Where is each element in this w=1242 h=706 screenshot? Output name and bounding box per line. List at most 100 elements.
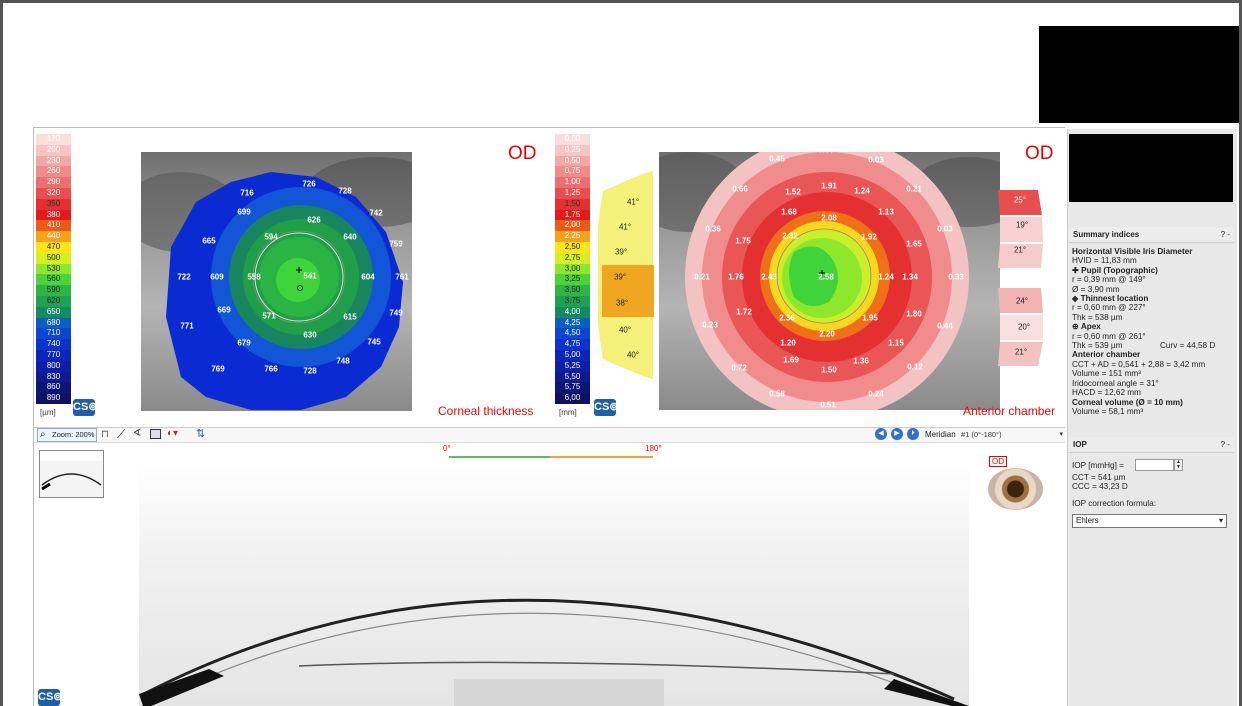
angle-tool-icon[interactable]: ∢: [133, 428, 142, 439]
eye-orientation-icon[interactable]: [988, 468, 1043, 510]
angle-value: 19°: [1015, 220, 1029, 230]
map-value: 771: [180, 321, 194, 331]
scale-cell: 410: [36, 220, 71, 232]
iop-stepper[interactable]: ▲ ▼: [1174, 459, 1183, 471]
scale-cell: 4,00: [555, 306, 590, 318]
right-black-area: [1069, 134, 1233, 202]
thickness-map-panel: [141, 152, 412, 411]
angle-value: 40°: [626, 350, 640, 360]
meridian-bar-green: [449, 456, 550, 458]
map-value: 594: [264, 232, 278, 242]
scale-cell: 0,50: [555, 155, 590, 167]
map-value: 604: [361, 272, 375, 282]
toolbar: [34, 427, 1065, 443]
map-value: 626: [307, 215, 321, 225]
scale-cell: 4,25: [555, 317, 590, 329]
chamber-map-label: Anterior chamber: [963, 404, 1056, 418]
chamber-scale-unit: [mm]: [559, 408, 577, 417]
cross-icon: ✚: [1072, 265, 1082, 275]
cso-logo-2: CS⊚: [594, 399, 619, 416]
meridian-bar-orange: [550, 456, 653, 458]
map-value: 679: [237, 338, 251, 348]
map-value: 2.20: [819, 329, 835, 339]
map-value: 761: [395, 272, 409, 282]
map-value: 571: [262, 311, 276, 321]
top-black-area: [1039, 26, 1239, 123]
left-angle-arc: [598, 171, 654, 379]
chevron-down-icon: ▾: [1218, 516, 1223, 525]
swap-tool-icon[interactable]: ⇅: [196, 428, 206, 440]
scale-cell: 2,25: [555, 231, 590, 242]
angle-value: 21°: [1013, 245, 1027, 255]
scale-cell: 560: [36, 274, 71, 286]
scale-cell: 200: [36, 144, 71, 156]
map-value: 0.44: [937, 321, 953, 331]
iop-input[interactable]: [1135, 459, 1174, 471]
map-value: 1.80: [906, 309, 922, 319]
summary-controls[interactable]: ? -: [1220, 230, 1230, 239]
thickness-map-label: Corneal thickness: [438, 404, 534, 418]
scale-cell: 740: [36, 339, 71, 350]
scale-cell: 0,25: [555, 144, 590, 156]
iop-formula-select[interactable]: Ehlers ▾: [1072, 514, 1227, 528]
map-value: 541: [303, 271, 317, 281]
map-value: 1.24: [878, 272, 894, 282]
scan-thumbnail[interactable]: [39, 450, 104, 498]
map-value: 615: [343, 312, 357, 322]
map-value: 0.51: [820, 400, 836, 410]
meridian-select[interactable]: #1 (0°-180°) ▾: [961, 430, 1063, 439]
scale-cell: 380: [36, 209, 71, 221]
map-value: 1.36: [853, 356, 869, 366]
meridian-first-button[interactable]: ◀: [875, 428, 887, 440]
eye-tool-icon[interactable]: ◐▾: [167, 428, 179, 439]
angle-value: 39°: [613, 272, 627, 282]
map-value: 2.36: [779, 313, 795, 323]
scale-cell: 1,75: [555, 209, 590, 221]
map-value: 0.03: [937, 224, 953, 234]
angle-value: 24°: [1015, 296, 1029, 306]
scale-cell: 350: [36, 198, 71, 210]
map-value: 2.08: [821, 213, 837, 223]
map-value: 0.24: [868, 389, 884, 399]
angle-value: 39°: [614, 247, 628, 257]
iop-controls[interactable]: ? -: [1220, 440, 1230, 449]
scale-cell: 650: [36, 306, 71, 318]
meridian-right-angle: 180°: [645, 444, 662, 453]
map-value: 1.76: [728, 272, 744, 282]
scale-cell: 230: [36, 155, 71, 167]
scale-cell: 4,50: [555, 328, 590, 340]
scale-cell: 5,50: [555, 371, 590, 383]
map-value: 726: [302, 179, 316, 189]
map-value: 0.66: [732, 184, 748, 194]
angle-value: 41°: [618, 222, 632, 232]
map-value: 0.23: [702, 320, 718, 330]
eye-badge: OD: [989, 456, 1007, 467]
meridian-label: Meridian: [925, 430, 956, 439]
zoom-button[interactable]: ⌕ Zoom: 200%: [37, 428, 97, 442]
map-value: 1.50: [821, 365, 837, 375]
scale-cell: 2,00: [555, 220, 590, 232]
map-value: 1.75: [735, 236, 751, 246]
angle-value: 38°: [615, 298, 629, 308]
line-tool-icon[interactable]: ⟋: [117, 427, 126, 441]
chevron-down-icon: ▾: [1059, 431, 1063, 438]
chamber-map-svg: [659, 152, 1000, 410]
meridian-next-button[interactable]: ⏵: [907, 428, 919, 440]
meridian-play-button[interactable]: ▶: [891, 428, 903, 440]
summary-header[interactable]: Summary indices ? -: [1069, 227, 1234, 243]
map-value: 748: [336, 356, 350, 366]
map-value: 1.65: [906, 239, 922, 249]
scale-cell: 2,75: [555, 252, 590, 264]
map-value: 2.43: [761, 272, 777, 282]
map-value: 0.12: [907, 362, 923, 372]
image-tool-icon[interactable]: [150, 429, 161, 439]
map-value: 0.21: [694, 272, 710, 282]
iop-header[interactable]: IOP ? -: [1069, 437, 1234, 453]
map-value: 630: [303, 330, 317, 340]
scale-cell: 290: [36, 177, 71, 188]
right-angle-bottom: [998, 288, 1043, 366]
right-panel: [1067, 129, 1237, 706]
caliper-tool-icon[interactable]: ⊓: [101, 429, 109, 440]
map-value: 742: [369, 208, 383, 218]
